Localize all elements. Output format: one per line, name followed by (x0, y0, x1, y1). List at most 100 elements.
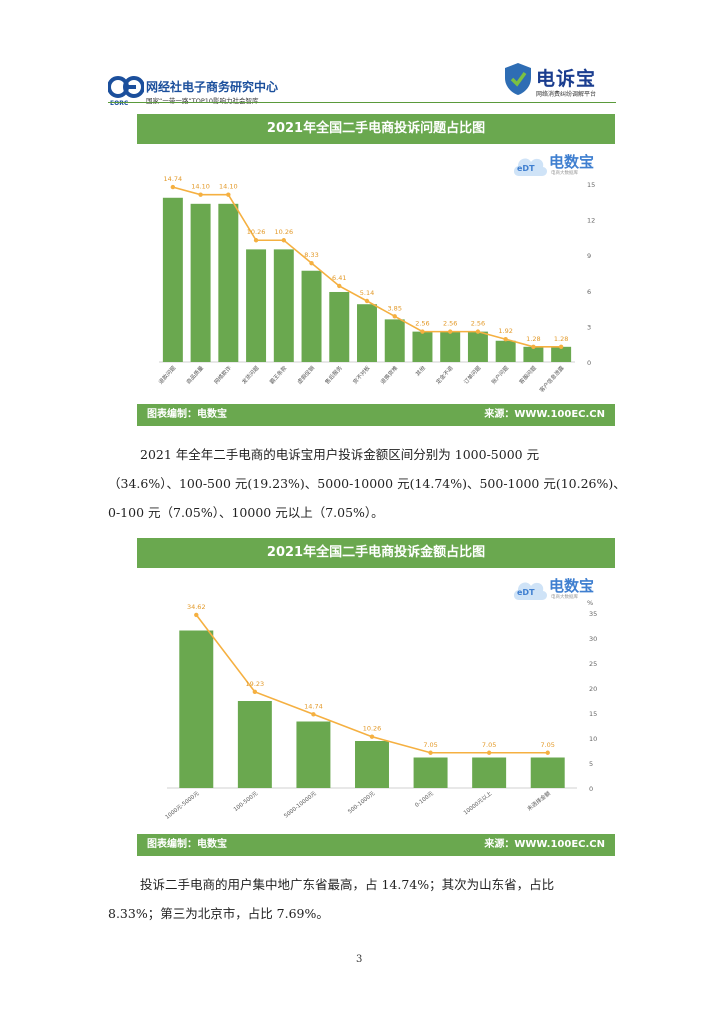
line-point (170, 184, 176, 190)
bar (296, 721, 331, 788)
data-label: 7.05 (423, 741, 437, 749)
chart-credit: 图表编制：电数宝 (147, 839, 227, 850)
chart-credit: 图表编制：电数宝 (147, 409, 227, 420)
line-point (392, 314, 397, 319)
x-tick-label: 退换货难 (379, 364, 400, 386)
chart-footer: 图表编制：电数宝 来源：WWW.100EC.CN (137, 404, 615, 426)
cloud-icon (513, 582, 548, 600)
data-label: 19.23 (246, 680, 265, 688)
x-tick-label: 0-100元 (414, 790, 436, 809)
line-point (475, 329, 481, 334)
x-tick-label: 账户问题 (489, 364, 510, 386)
data-label: 8.33 (304, 251, 318, 259)
data-label: 2.56 (443, 320, 457, 328)
bar (237, 701, 272, 788)
x-tick-label: 定金不退 (434, 364, 455, 386)
watermark-name: 电数宝 (549, 153, 595, 171)
bar (301, 270, 322, 362)
bar (329, 291, 350, 362)
text-line: 2021 年全年二手电商的电诉宝用户投诉金额区间分别为 1000-5000 元 (140, 447, 540, 462)
watermark-badge: eDT (517, 164, 535, 173)
chart-title: 2021年全国二手电商投诉金额占比图 (137, 538, 615, 568)
line-point (309, 260, 314, 266)
watermark-logo: eDT 电数宝 电商大数据库 (511, 572, 611, 608)
y-tick-label: 15 (587, 181, 595, 189)
text-line: 投诉二手电商的用户集中地广东省最高，占 14.74%；其次为山东省，占比 (140, 877, 555, 892)
x-tick-label: 订单问题 (462, 364, 483, 386)
y-tick-label: 20 (589, 685, 597, 693)
x-tick-label: 商品质量 (184, 364, 205, 386)
page-number: 3 (356, 954, 363, 965)
line-point (198, 192, 203, 197)
x-tick-label: 5000-10000元 (283, 790, 318, 820)
data-label: 14.74 (164, 175, 183, 183)
bar (179, 630, 214, 788)
bar (551, 346, 572, 362)
data-label: 1.28 (554, 335, 568, 343)
y-tick-label: 9 (587, 252, 591, 260)
bar (246, 249, 267, 362)
x-tick-label: 货不对板 (351, 364, 372, 386)
data-label: 10.26 (363, 725, 382, 733)
text-line: 8.33%；第三为北京市，占比 7.69%。 (108, 906, 329, 921)
y-tick-label: 5 (589, 760, 593, 768)
x-tick-label: 其他 (414, 364, 428, 378)
data-label: 34.62 (187, 603, 206, 611)
data-label: 14.74 (304, 702, 323, 710)
org-tagline: 国家“一带一路”TOP10影响力社会智库 (146, 97, 259, 105)
line-point (281, 238, 286, 243)
shield-icon (505, 63, 531, 95)
x-tick-label: 500-1000元 (347, 790, 377, 816)
line-point (226, 192, 231, 197)
bar (357, 304, 377, 362)
data-label: 10.26 (247, 228, 266, 236)
line-point (428, 750, 433, 755)
line-point (558, 344, 564, 350)
data-label: 2.56 (415, 320, 429, 328)
bar (384, 319, 405, 362)
bar (412, 331, 433, 362)
org-abbr: EORC (110, 100, 129, 107)
y-tick-label: 12 (587, 217, 595, 225)
data-label: 1.92 (498, 327, 512, 335)
paragraph-user-regions: 投诉二手电商的用户集中地广东省最高，占 14.74%；其次为山东省，占比 8.3… (108, 870, 616, 928)
bar (218, 203, 239, 362)
watermark-sub: 电商大数据库 (551, 595, 578, 600)
ec-logo-icon (108, 76, 144, 98)
data-label: 1.28 (526, 335, 540, 343)
org-name: 网经社电子商务研究中心 (146, 80, 279, 94)
y-tick-label: 30 (589, 635, 597, 643)
line-point (420, 329, 425, 334)
bar (190, 203, 211, 362)
x-tick-label: 客户信息泄露 (538, 364, 566, 394)
chart-footer: 图表编制：电数宝 来源：WWW.100EC.CN (137, 834, 615, 856)
watermark-name: 电数宝 (549, 577, 595, 595)
y-tick-label: 10 (589, 735, 597, 743)
line-point (252, 689, 258, 695)
paragraph-amount-ranges: 2021 年全年二手电商的电诉宝用户投诉金额区间分别为 1000-5000 元 … (108, 440, 626, 527)
bar (472, 757, 507, 788)
data-label: 14.10 (219, 183, 238, 191)
brand-name: 电诉宝 (536, 68, 597, 90)
line-point (486, 750, 492, 755)
x-tick-label: 售后服务 (323, 364, 344, 386)
y-tick-label: 35 (589, 610, 597, 618)
line-point (448, 329, 453, 334)
x-tick-label: 虚假促销 (295, 364, 316, 386)
chart-source: 来源：WWW.100EC.CN (484, 839, 605, 850)
x-tick-label: 发货问题 (240, 364, 261, 386)
y-tick-label: 3 (587, 323, 591, 331)
line-point (194, 612, 199, 618)
watermark-sub: 电商大数据库 (551, 171, 578, 176)
x-tick-label: 10000元以上 (462, 789, 494, 817)
x-tick-label: 未选择金额 (525, 789, 552, 813)
bar (495, 340, 516, 362)
line-point (545, 750, 550, 755)
y-tick-label: 6 (587, 288, 591, 296)
x-tick-label: 霸王条款 (268, 364, 289, 386)
chart-panel-complaint-amounts: 2021年全国二手电商投诉金额占比图 eDT 电数宝 电商大数据库 0 5 10 15… (137, 538, 615, 858)
data-label: 10.26 (274, 228, 293, 236)
line-point (369, 734, 375, 739)
chart-source: 来源：WWW.100EC.CN (484, 409, 605, 420)
bar (273, 249, 294, 362)
